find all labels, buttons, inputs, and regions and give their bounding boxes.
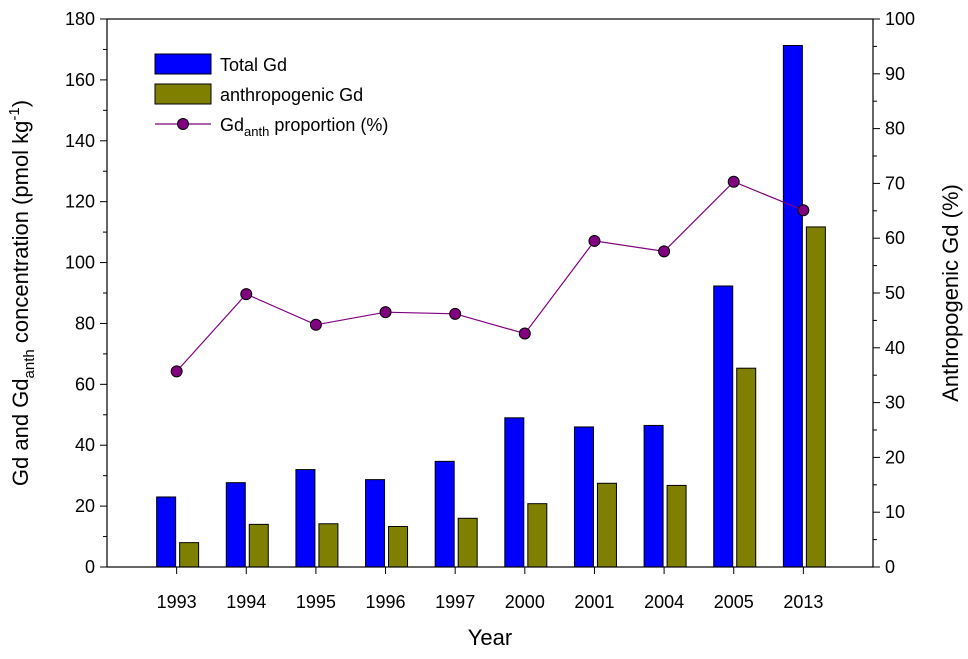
left-tick-label-120: 120 <box>65 192 95 212</box>
right-tick-label-80: 80 <box>885 119 905 139</box>
left-tick-label-100: 100 <box>65 253 95 273</box>
anthropogenic-gd-bar-1995 <box>318 523 339 568</box>
left-axis-title: Gd and Gdanth concentration (pmol kg-1) <box>6 100 38 486</box>
total-gd-bar-1996 <box>365 479 386 568</box>
gdanth-proportion-point-1994 <box>240 288 253 301</box>
right-tick-label-40: 40 <box>885 338 905 358</box>
x-tick-label-2001: 2001 <box>574 592 614 612</box>
gdanth-proportion-line <box>176 181 804 372</box>
x-tick-label-1995: 1995 <box>296 592 336 612</box>
total-gd-bar-2004 <box>643 424 664 568</box>
gdanth-proportion-point-2004 <box>658 245 671 258</box>
total-gd-bar-1997 <box>434 460 455 568</box>
right-axis-title: Anthropogenic Gd (%) <box>938 184 963 402</box>
left-tick-label-140: 140 <box>65 131 95 151</box>
left-tick-label-20: 20 <box>75 496 95 516</box>
line-layer <box>170 175 810 378</box>
gdanth-proportion-point-2001 <box>588 234 601 247</box>
left-tick-label-0: 0 <box>85 557 95 577</box>
legend: Total Gd anthropogenic Gd Gdanth proportio… <box>154 53 388 139</box>
gdanth-proportion-point-2000 <box>518 327 531 340</box>
right-tick-label-100: 100 <box>885 9 915 29</box>
right-tick-label-30: 30 <box>885 393 905 413</box>
right-tick-label-70: 70 <box>885 173 905 193</box>
x-tick-label-2000: 2000 <box>505 592 545 612</box>
legend-label-total-gd: Total Gd <box>220 55 287 75</box>
total-gd-bar-2005 <box>713 285 734 568</box>
right-tick-label-0: 0 <box>885 557 895 577</box>
anthropogenic-gd-bar-1993 <box>179 542 200 568</box>
bars-layer <box>156 44 826 568</box>
anthropogenic-gd-bar-1996 <box>388 526 409 568</box>
legend-swatch-gdanth-marker <box>177 118 189 130</box>
legend-swatch-anthropogenic-gd <box>154 83 212 105</box>
right-tick-label-60: 60 <box>885 228 905 248</box>
total-gd-bar-1993 <box>156 496 177 568</box>
gdanth-proportion-point-1997 <box>449 307 462 320</box>
left-tick-label-180: 180 <box>65 9 95 29</box>
total-gd-bar-1994 <box>225 482 246 568</box>
x-tick-label-2013: 2013 <box>783 592 823 612</box>
anthropogenic-gd-bar-2013 <box>805 226 826 568</box>
x-tick-label-1997: 1997 <box>435 592 475 612</box>
x-axis-title: Year <box>468 625 512 650</box>
legend-label-gdanth-proportion: Gdanth proportion (%) <box>220 115 388 139</box>
total-gd-bar-2000 <box>504 417 525 568</box>
gdanth-proportion-point-1995 <box>309 318 322 331</box>
x-tick-label-1993: 1993 <box>157 592 197 612</box>
anthropogenic-gd-bar-2004 <box>666 484 687 568</box>
total-gd-bar-2013 <box>782 44 803 568</box>
gdanth-proportion-point-1993 <box>170 365 183 378</box>
anthropogenic-gd-bar-1994 <box>248 523 269 568</box>
gdanth-proportion-point-2005 <box>727 175 740 188</box>
anthropogenic-gd-bar-1997 <box>457 517 478 568</box>
right-tick-label-90: 90 <box>885 64 905 84</box>
total-gd-bar-2001 <box>573 426 594 568</box>
anthropogenic-gd-bar-2005 <box>736 367 757 568</box>
right-tick-label-10: 10 <box>885 502 905 522</box>
left-tick-label-60: 60 <box>75 374 95 394</box>
x-tick-label-2005: 2005 <box>714 592 754 612</box>
gdanth-proportion-point-2013 <box>797 204 810 217</box>
axes-layer: 0 20 40 60 80 100 120 140 160 180 0 10 20 30 40 50 60 70 8… <box>6 9 963 650</box>
gdanth-proportion-point-1996 <box>379 306 392 319</box>
anthropogenic-gd-bar-2000 <box>527 503 548 568</box>
right-tick-label-50: 50 <box>885 283 905 303</box>
total-gd-bar-1995 <box>295 469 316 568</box>
left-tick-label-160: 160 <box>65 70 95 90</box>
left-tick-label-80: 80 <box>75 313 95 333</box>
right-tick-label-20: 20 <box>885 447 905 467</box>
anthropogenic-gd-bar-2001 <box>596 482 617 568</box>
legend-label-anthropogenic-gd: anthropogenic Gd <box>220 85 363 105</box>
x-tick-label-2004: 2004 <box>644 592 684 612</box>
x-tick-label-1994: 1994 <box>226 592 266 612</box>
left-tick-label-40: 40 <box>75 435 95 455</box>
x-tick-label-1996: 1996 <box>366 592 406 612</box>
legend-swatch-total-gd <box>154 53 212 75</box>
